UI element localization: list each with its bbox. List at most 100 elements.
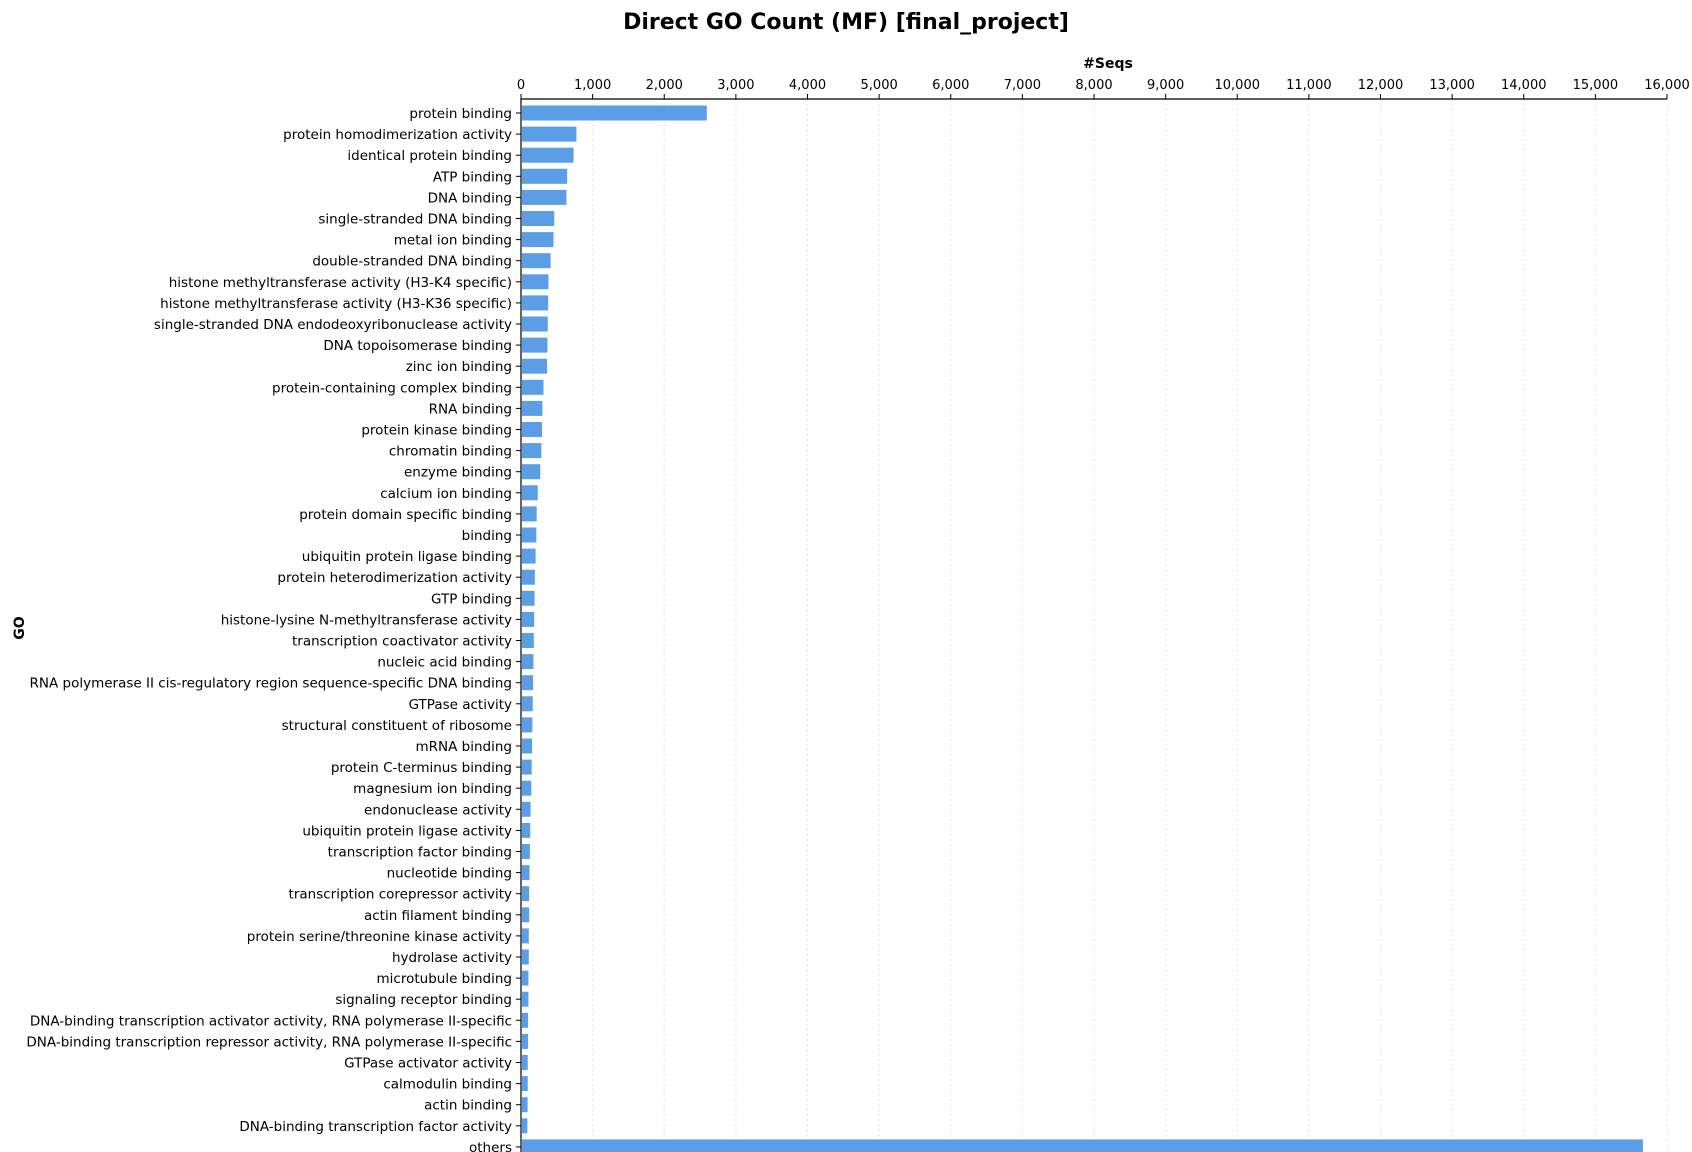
bar	[522, 865, 530, 881]
bar	[522, 316, 548, 332]
grid-layer	[592, 99, 1668, 1152]
x-tick-label: 16,000	[1644, 78, 1690, 93]
chart-title: Direct GO Count (MF) [final_project]	[623, 10, 1069, 35]
bar	[522, 1055, 528, 1070]
bar	[522, 759, 532, 775]
bar	[522, 822, 531, 838]
category-label: identical protein binding	[347, 148, 512, 164]
category-label: DNA-binding transcription activator acti…	[30, 1013, 512, 1029]
category-label: protein homodimerization activity	[283, 127, 512, 143]
category-label: DNA-binding transcription repressor acti…	[26, 1034, 512, 1050]
bar	[522, 633, 534, 648]
bar	[522, 1118, 528, 1134]
category-label: others	[469, 1140, 512, 1152]
category-label: mRNA binding	[416, 739, 512, 755]
category-label: single-stranded DNA binding	[318, 212, 512, 228]
category-label: RNA polymerase II cis-regulatory region …	[30, 676, 512, 692]
category-label: RNA binding	[429, 401, 512, 417]
bar	[522, 1033, 529, 1049]
category-label: actin filament binding	[364, 908, 512, 924]
x-axis-title: #Seqs	[1083, 56, 1133, 72]
x-tick-label: 11,000	[1286, 78, 1332, 93]
category-label: zinc ion binding	[406, 359, 512, 375]
category-label: transcription factor binding	[328, 845, 512, 861]
bar	[522, 569, 535, 585]
category-label: magnesium ion binding	[353, 781, 512, 797]
category-label: ubiquitin protein ligase activity	[302, 823, 512, 839]
category-label: microtubule binding	[377, 971, 512, 987]
category-label: actin binding	[424, 1098, 512, 1114]
bar	[522, 253, 551, 269]
bar	[522, 675, 534, 691]
category-label: GTPase activator activity	[344, 1056, 512, 1072]
x-tick-label: 10,000	[1215, 78, 1261, 93]
x-tick-label: 14,000	[1501, 78, 1547, 93]
bar	[522, 780, 532, 796]
x-tick-label: 6,000	[932, 78, 969, 93]
category-label: GTP binding	[431, 591, 512, 607]
bar	[522, 970, 529, 986]
bar	[522, 189, 567, 205]
axis-layer: 0 1,000 2,000 3,000 4,000 5,000 6,000 7,000 8,00…	[516, 78, 1690, 1152]
bar	[522, 147, 574, 163]
category-label: ATP binding	[433, 169, 512, 185]
bar	[522, 611, 535, 627]
category-label: chromatin binding	[389, 444, 512, 460]
x-tick-label: 1,000	[574, 78, 611, 93]
category-label: single-stranded DNA endodeoxyribonucleas…	[154, 317, 512, 333]
category-label: protein binding	[409, 106, 512, 122]
bar	[522, 105, 707, 121]
bar	[522, 211, 555, 226]
category-label: endonuclease activity	[364, 802, 512, 818]
category-label: transcription coactivator activity	[292, 634, 512, 650]
category-label: DNA binding	[428, 190, 512, 206]
x-tick-label: 5,000	[861, 78, 898, 93]
bar	[522, 506, 537, 522]
bar	[522, 527, 537, 543]
bar	[522, 886, 530, 902]
x-tick-label: 4,000	[789, 78, 826, 93]
bar	[522, 274, 549, 290]
x-tick-label: 8,000	[1075, 78, 1112, 93]
category-label: GTPase activity	[409, 697, 512, 713]
bar	[522, 295, 549, 311]
category-label: structural constituent of ribosome	[282, 718, 512, 734]
bar	[522, 485, 538, 501]
x-tick-label: 15,000	[1573, 78, 1619, 93]
category-label: protein serine/threonine kinase activity	[247, 929, 512, 945]
bar	[522, 907, 530, 923]
x-tick-label: 12,000	[1358, 78, 1404, 93]
category-label: calmodulin binding	[383, 1077, 512, 1093]
category-label: hydrolase activity	[392, 950, 512, 966]
x-tick-label: 3,000	[717, 78, 754, 93]
category-label: protein C-terminus binding	[331, 760, 512, 776]
category-label: DNA-binding transcription factor activit…	[239, 1119, 512, 1135]
bar	[522, 443, 542, 459]
bar	[522, 991, 529, 1007]
bar	[522, 379, 544, 395]
bar	[522, 1076, 528, 1092]
bar	[522, 168, 568, 184]
bar	[522, 1012, 529, 1028]
category-label: signaling receptor binding	[335, 992, 512, 1008]
bar	[522, 400, 543, 416]
bar	[522, 590, 535, 606]
bar	[522, 738, 533, 754]
y-axis-title: GO	[12, 616, 28, 639]
category-label: histone methyltransferase activity (H3-K…	[169, 275, 512, 291]
bar	[522, 717, 533, 733]
bar	[522, 1139, 1643, 1152]
category-label: DNA topoisomerase binding	[323, 338, 512, 354]
category-label: double-stranded DNA binding	[312, 254, 512, 270]
category-label: protein kinase binding	[361, 423, 512, 439]
bar	[522, 696, 533, 712]
category-label: nucleotide binding	[387, 866, 512, 882]
bars-layer	[522, 105, 1643, 1152]
labels-layer: protein binding protein homodimerization …	[26, 106, 512, 1152]
bar	[522, 801, 531, 817]
bar	[522, 548, 536, 564]
x-tick-label: 9,000	[1147, 78, 1184, 93]
category-label: protein heterodimerization activity	[277, 570, 512, 586]
